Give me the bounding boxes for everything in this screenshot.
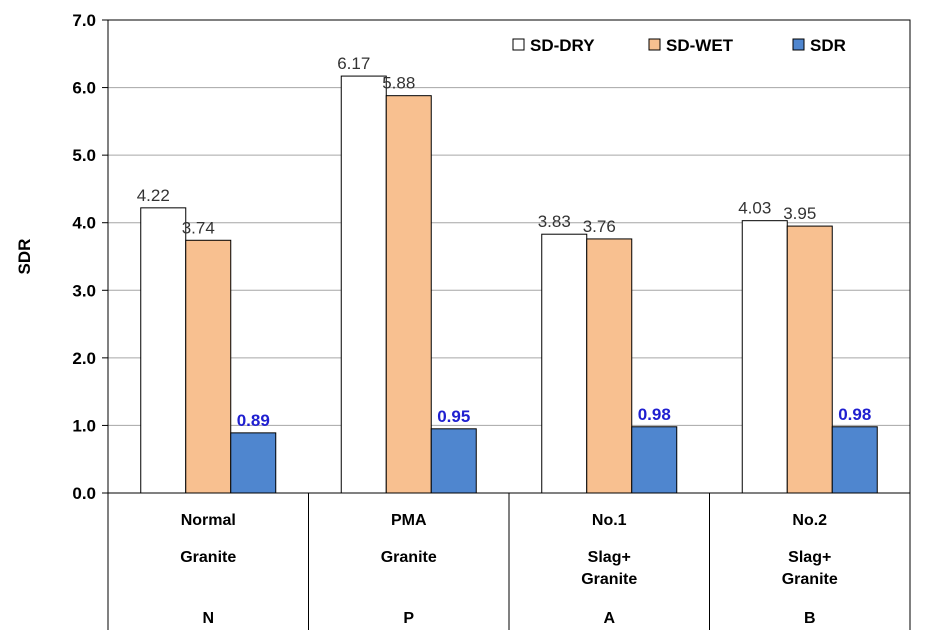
category-label-line: Normal [181, 512, 236, 529]
category-label-line: Slag+ [588, 549, 631, 566]
category-code: P [403, 610, 414, 627]
category-code: N [202, 610, 214, 627]
category-code: B [804, 610, 816, 627]
bar-sd-wet [385, 95, 432, 494]
category-label-line: Granite [180, 549, 236, 566]
data-label: 0.98 [838, 405, 871, 424]
bar-sdr [230, 432, 277, 494]
y-tick-label: 1.0 [72, 416, 96, 435]
data-label: 4.22 [137, 186, 170, 205]
data-label: 4.03 [738, 199, 771, 218]
category-label-line: Granite [581, 571, 637, 588]
data-label: 0.95 [437, 407, 470, 426]
legend-label: SD-WET [666, 36, 734, 55]
legend-swatch-sd-wet [648, 38, 661, 51]
category-label-line: No.1 [592, 512, 627, 529]
data-label: 0.89 [237, 411, 270, 430]
bar-sd-wet [185, 239, 232, 494]
bar-sd-dry [541, 233, 588, 494]
data-label: 5.88 [382, 74, 415, 93]
legend-label: SDR [810, 36, 846, 55]
data-label: 3.74 [182, 218, 215, 237]
bar-sd-wet [586, 238, 633, 494]
category-label-line: Slag+ [788, 549, 831, 566]
category-label-line: No.2 [792, 512, 827, 529]
category-label-line: Granite [381, 549, 437, 566]
y-tick-label: 3.0 [72, 281, 96, 300]
legend-label: SD-DRY [530, 36, 595, 55]
bar-sd-dry [741, 220, 788, 494]
bar-sd-dry [140, 207, 187, 494]
y-tick-label: 5.0 [72, 146, 96, 165]
y-tick-label: 4.0 [72, 214, 96, 233]
data-label: 3.83 [538, 212, 571, 231]
y-tick-label: 7.0 [72, 11, 96, 30]
legend-swatch-sdr [792, 38, 805, 51]
category-label-line: PMA [391, 512, 427, 529]
y-tick-label: 2.0 [72, 349, 96, 368]
bar-sdr [430, 428, 477, 494]
data-label: 3.95 [783, 204, 816, 223]
bar-sdr [631, 426, 678, 494]
y-tick-label: 6.0 [72, 79, 96, 98]
category-label-line: Granite [782, 571, 838, 588]
y-axis-label: SDR [15, 239, 34, 275]
legend-swatch-sd-dry [512, 38, 525, 51]
bar-sd-dry [340, 75, 387, 494]
y-tick-label: 0.0 [72, 484, 96, 503]
data-label: 6.17 [337, 54, 370, 73]
bar-sd-wet [786, 225, 833, 494]
data-label: 0.98 [638, 405, 671, 424]
data-label: 3.76 [583, 217, 616, 236]
category-code: A [603, 610, 615, 627]
bar-sdr [831, 426, 878, 494]
